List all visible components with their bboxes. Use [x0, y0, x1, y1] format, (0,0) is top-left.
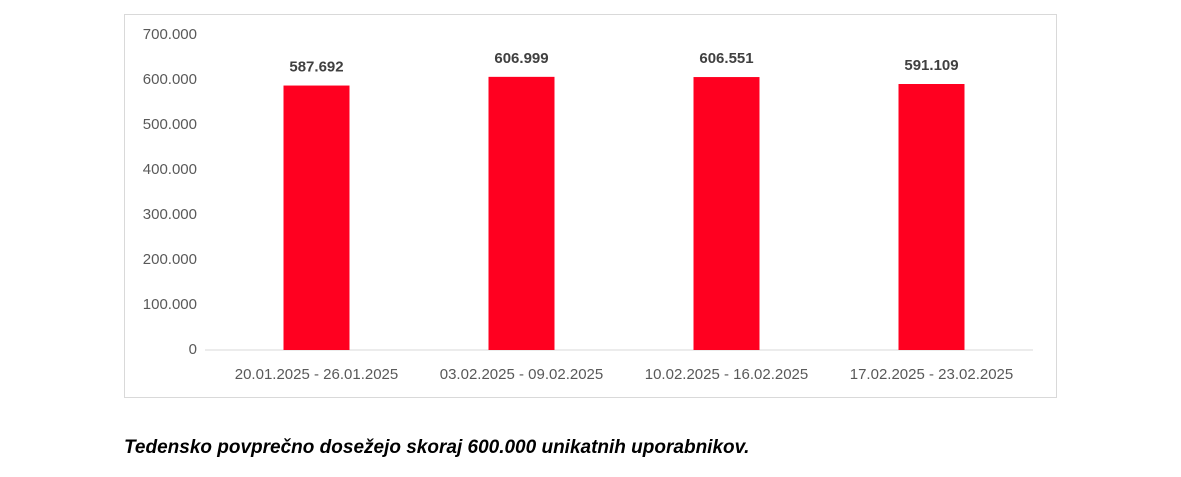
value-label: 606.551	[699, 50, 753, 67]
value-label: 587.692	[289, 59, 343, 76]
x-tick-label: 10.02.2025 - 16.02.2025	[645, 366, 808, 383]
x-tick-label: 20.01.2025 - 26.01.2025	[235, 366, 398, 383]
y-tick-label: 600.000	[143, 71, 197, 88]
bar	[283, 85, 350, 350]
value-label: 591.109	[904, 57, 958, 74]
x-tick-label: 03.02.2025 - 09.02.2025	[440, 366, 603, 383]
value-label: 606.999	[494, 50, 548, 67]
x-tick-label: 17.02.2025 - 23.02.2025	[850, 366, 1013, 383]
y-tick-label: 300.000	[143, 206, 197, 223]
y-tick-label: 0	[189, 341, 197, 358]
bar	[488, 76, 555, 350]
y-tick-label: 400.000	[143, 161, 197, 178]
bar	[898, 84, 965, 351]
y-tick-label: 100.000	[143, 296, 197, 313]
y-tick-label: 700.000	[143, 26, 197, 43]
y-tick-label: 200.000	[143, 251, 197, 268]
y-tick-label: 500.000	[143, 116, 197, 133]
bar	[693, 77, 760, 350]
caption: Tedensko povprečno dosežejo skoraj 600.0…	[124, 437, 749, 458]
